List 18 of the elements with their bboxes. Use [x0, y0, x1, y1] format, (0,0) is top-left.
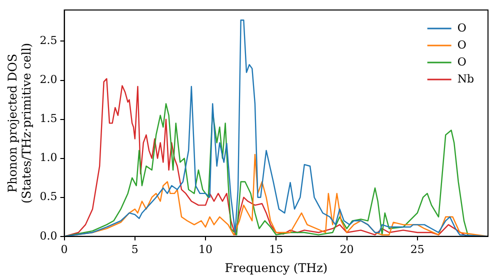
legend-label: O	[457, 21, 466, 34]
y-tick-label: 2.5	[40, 34, 58, 48]
y-tick-label: 1.5	[40, 112, 58, 126]
y-axis-title: Phonon projected DOS (States/THz·primitive cell)	[5, 42, 34, 204]
x-tick-label: 5	[131, 242, 138, 256]
x-tick-label: 15	[269, 242, 284, 256]
y-tick-label: 0.5	[40, 190, 58, 204]
x-tick-label: 25	[410, 242, 424, 256]
y-tick-label: 2.0	[40, 73, 58, 86]
legend-label: Nb	[457, 72, 474, 86]
x-tick-label: 20	[340, 242, 354, 256]
y-tick-label: 1.0	[40, 151, 58, 164]
x-tick-label: 10	[198, 242, 213, 256]
y-tick-label: 0.0	[40, 229, 58, 242]
legend-label: O	[457, 55, 466, 68]
x-tick-label: 0	[60, 242, 68, 256]
x-axis-title: Frequency (THz)	[224, 260, 328, 275]
legend-label: O	[457, 38, 466, 52]
